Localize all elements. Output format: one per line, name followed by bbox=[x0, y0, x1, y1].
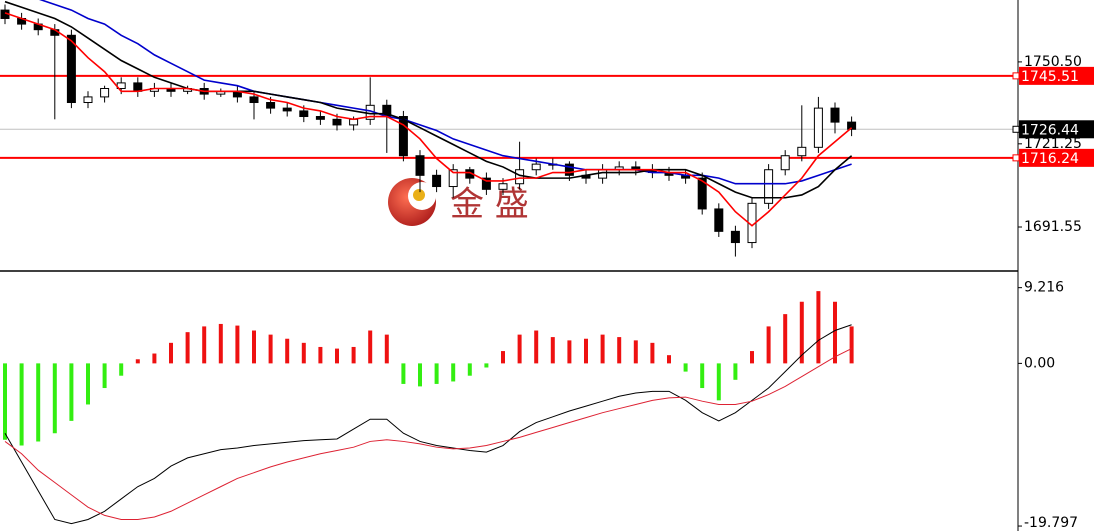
candle-body bbox=[515, 169, 525, 185]
candle-body bbox=[448, 169, 458, 188]
candle-body bbox=[415, 155, 425, 176]
candle-body bbox=[714, 208, 724, 232]
candle-body bbox=[730, 230, 740, 244]
candle-body bbox=[531, 163, 541, 171]
candle-body bbox=[100, 88, 110, 98]
plot bbox=[0, 0, 1018, 257]
y-tick-label: 0.00 bbox=[1024, 355, 1055, 371]
candle-body bbox=[332, 118, 342, 126]
price-tag bbox=[1019, 148, 1094, 167]
candle-body bbox=[830, 107, 840, 123]
watermark-text: 金 盛 bbox=[450, 185, 529, 225]
candle-body bbox=[282, 107, 292, 112]
y-tick-label: 9.216 bbox=[1024, 280, 1064, 296]
y-tick-label: 1691.55 bbox=[1024, 219, 1082, 235]
price-tag-label: 1745.51 bbox=[1021, 69, 1079, 85]
candle-body bbox=[764, 169, 774, 204]
price-tag-marker bbox=[1012, 72, 1020, 80]
candle-body bbox=[66, 34, 76, 104]
candle-body bbox=[398, 116, 408, 157]
candle-body bbox=[266, 102, 276, 109]
candle-body bbox=[498, 183, 508, 190]
y-tick-label: 1750.50 bbox=[1024, 54, 1082, 70]
logo-dot bbox=[413, 189, 425, 201]
y-tick-label: 1721.25 bbox=[1024, 136, 1082, 152]
y-tick-label: -19.797 bbox=[1024, 515, 1078, 531]
candle-body bbox=[598, 169, 608, 179]
candle-body bbox=[83, 96, 93, 104]
price-tag bbox=[1019, 120, 1094, 139]
line-series bbox=[39, 0, 852, 185]
candle-body bbox=[564, 163, 574, 176]
price-tag-marker bbox=[1012, 154, 1020, 162]
plot bbox=[3, 291, 854, 525]
line-series bbox=[4, 12, 853, 227]
watermark: 金 盛 bbox=[388, 178, 529, 226]
candle-body bbox=[315, 116, 325, 120]
candle-body bbox=[697, 177, 707, 210]
candle-body bbox=[847, 121, 857, 130]
price-tag-marker bbox=[1012, 125, 1020, 133]
candle-body bbox=[813, 107, 823, 148]
line-series bbox=[4, 0, 853, 199]
price-tag bbox=[1019, 66, 1094, 85]
candle-body bbox=[780, 155, 790, 171]
candle-body bbox=[481, 177, 491, 190]
candle-body bbox=[349, 118, 359, 126]
candle-body bbox=[299, 110, 309, 118]
price-tag-label: 1716.24 bbox=[1021, 151, 1079, 167]
candle-body bbox=[797, 146, 807, 157]
price-tag-label: 1726.44 bbox=[1021, 122, 1079, 138]
candle-body bbox=[249, 96, 259, 104]
line-series bbox=[4, 324, 852, 525]
line-series bbox=[4, 348, 852, 520]
candle-body bbox=[432, 174, 442, 188]
